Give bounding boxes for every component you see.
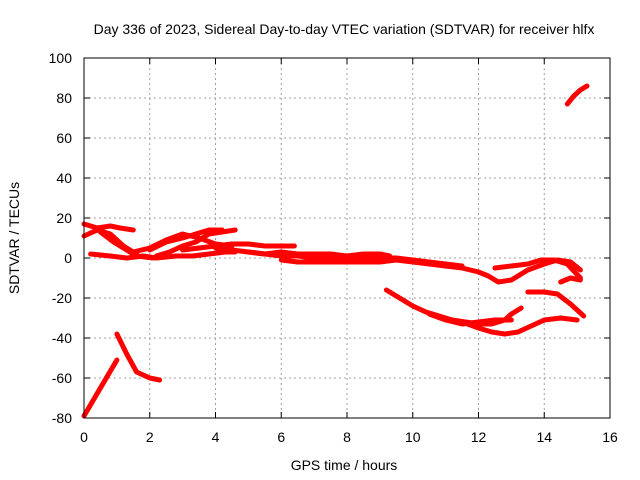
x-tick-label: 8 (343, 429, 351, 445)
x-tick-label: 4 (212, 429, 220, 445)
y-tick-label: 20 (56, 210, 72, 226)
series-track-2 (114, 331, 163, 383)
series-track-9 (153, 227, 238, 259)
y-tick-label: 80 (56, 90, 72, 106)
series-track-20 (564, 83, 590, 107)
y-tick-label: -40 (52, 330, 72, 346)
x-tick-label: 12 (471, 429, 487, 445)
series-track-6 (97, 229, 156, 261)
series-track-10 (180, 241, 297, 253)
data-series (81, 83, 590, 419)
series-track-15 (558, 275, 583, 285)
series-track-8 (147, 227, 225, 253)
y-tick-label: -80 (52, 410, 72, 426)
x-tick-label: 0 (80, 429, 88, 445)
series-track-1 (81, 357, 120, 419)
y-tick-label: 100 (49, 50, 73, 66)
y-tick-label: 40 (56, 170, 72, 186)
x-tick-label: 16 (602, 429, 618, 445)
grid-lines (84, 58, 610, 418)
y-tick-label: 0 (64, 250, 72, 266)
series-track-14 (492, 257, 583, 281)
chart-title: Day 336 of 2023, Sidereal Day-to-day VTE… (94, 21, 595, 37)
y-axis-ticks: -80 -60 -40 -20 0 20 40 60 80 100 (49, 50, 610, 426)
y-tick-label: 60 (56, 130, 72, 146)
series-track-18 (459, 315, 580, 337)
x-tick-label: 10 (405, 429, 421, 445)
series-track-5 (88, 249, 238, 261)
x-tick-label: 6 (277, 429, 285, 445)
y-tick-label: -60 (52, 370, 72, 386)
y-tick-label: -20 (52, 290, 72, 306)
y-axis-title: SDTVAR / TECUs (6, 182, 22, 294)
x-tick-label: 14 (536, 429, 552, 445)
series-track-3 (81, 221, 136, 233)
x-tick-label: 2 (146, 429, 154, 445)
series-track-12 (245, 249, 393, 259)
x-axis-title: GPS time / hours (291, 457, 398, 473)
series-track-13 (278, 257, 583, 285)
series-track-19 (525, 289, 587, 319)
x-axis-ticks: 0 2 4 6 8 10 12 14 16 (80, 58, 618, 445)
